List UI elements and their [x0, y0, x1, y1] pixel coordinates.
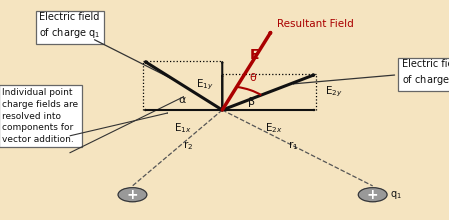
Text: Electric field
of charge q$_2$: Electric field of charge q$_2$: [402, 59, 449, 87]
Text: Resultant Field: Resultant Field: [277, 19, 353, 29]
Text: r$_1$: r$_1$: [288, 139, 298, 152]
Text: E$_{1y}$: E$_{1y}$: [196, 78, 213, 92]
Text: E: E: [250, 48, 259, 62]
Text: E$_{2y}$: E$_{2y}$: [325, 85, 343, 99]
Text: r$_2$: r$_2$: [184, 139, 194, 152]
Text: α: α: [178, 95, 185, 104]
Text: Individual point
charge fields are
resolved into
components for
vector addition.: Individual point charge fields are resol…: [2, 88, 79, 144]
Text: β: β: [248, 97, 255, 107]
Text: E$_{1x}$: E$_{1x}$: [174, 121, 192, 135]
Circle shape: [118, 188, 147, 202]
Text: q$_1$: q$_1$: [390, 189, 402, 201]
Text: +: +: [127, 188, 138, 202]
Text: E$_{2x}$: E$_{2x}$: [265, 121, 282, 135]
Circle shape: [358, 188, 387, 202]
Text: q$_2$: q$_2$: [119, 189, 130, 201]
Text: θ: θ: [250, 73, 257, 83]
Text: Electric field
of charge q$_1$: Electric field of charge q$_1$: [39, 12, 100, 40]
Text: +: +: [367, 188, 379, 202]
